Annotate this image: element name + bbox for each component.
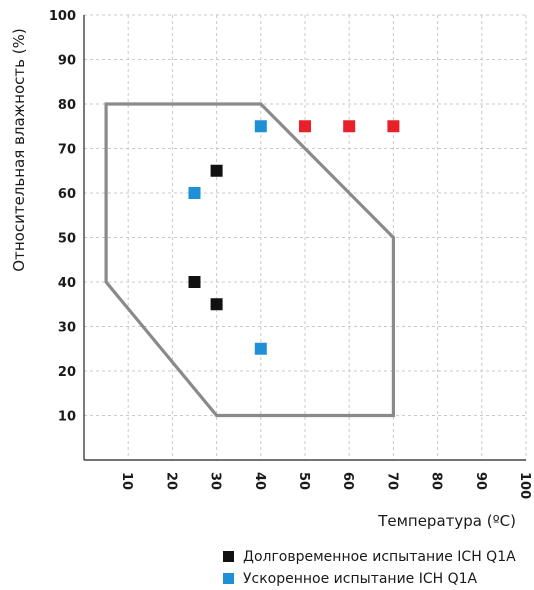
x-tick-label: 50 [296, 472, 311, 490]
data-points [188, 120, 400, 355]
data-point-series-2 [343, 120, 356, 133]
legend-label-long-term: Долговременное испытание ICH Q1A [243, 549, 516, 565]
data-point-series-1 [188, 187, 201, 199]
y-tick-label: 70 [58, 143, 76, 158]
data-point-series-0 [210, 164, 223, 177]
y-axis-title: Относительная влажность (%) [10, 28, 28, 271]
condition-region-outline [104, 102, 395, 418]
x-tick-label: 20 [163, 472, 178, 490]
data-point-series-0 [188, 276, 201, 288]
y-tick-label: 90 [58, 54, 76, 69]
legend-marker-accelerated [223, 573, 234, 584]
x-tick-label: 30 [208, 472, 223, 490]
y-tick-label: 20 [58, 365, 76, 380]
y-tick-label: 30 [58, 321, 76, 336]
x-tick-label: 60 [340, 472, 355, 490]
x-tick-label: 90 [473, 472, 488, 490]
x-axis-title: Температура (ºC) [377, 512, 516, 530]
y-tick-label: 50 [58, 232, 76, 247]
x-tick-label: 10 [119, 472, 134, 490]
data-point-series-2 [387, 120, 400, 133]
axes [83, 15, 526, 461]
x-tick-label: 70 [384, 472, 399, 490]
data-point-series-1 [254, 342, 267, 355]
legend-marker-long-term [223, 551, 234, 562]
y-tick-label: 100 [49, 9, 76, 24]
x-tick-label: 100 [517, 472, 532, 499]
y-tick-label: 80 [58, 98, 76, 113]
tick-labels: 10 20 30 40 50 60 70 80 90 100 10 20 30 40 50 60 70 80 90 1… [49, 9, 532, 499]
data-point-series-1 [254, 120, 267, 133]
grid [84, 14, 527, 460]
region-layer [104, 102, 395, 418]
y-tick-label: 10 [58, 410, 76, 425]
data-point-series-2 [299, 120, 311, 133]
y-tick-label: 60 [58, 187, 76, 202]
y-tick-label: 40 [58, 276, 76, 291]
legend-label-accelerated: Ускоренное испытание ICH Q1A [243, 571, 478, 587]
x-tick-label: 40 [252, 472, 267, 490]
x-tick-label: 80 [429, 472, 444, 490]
legend: Долговременное испытание ICH Q1A Ускорен… [223, 549, 516, 587]
data-point-series-0 [210, 298, 223, 311]
